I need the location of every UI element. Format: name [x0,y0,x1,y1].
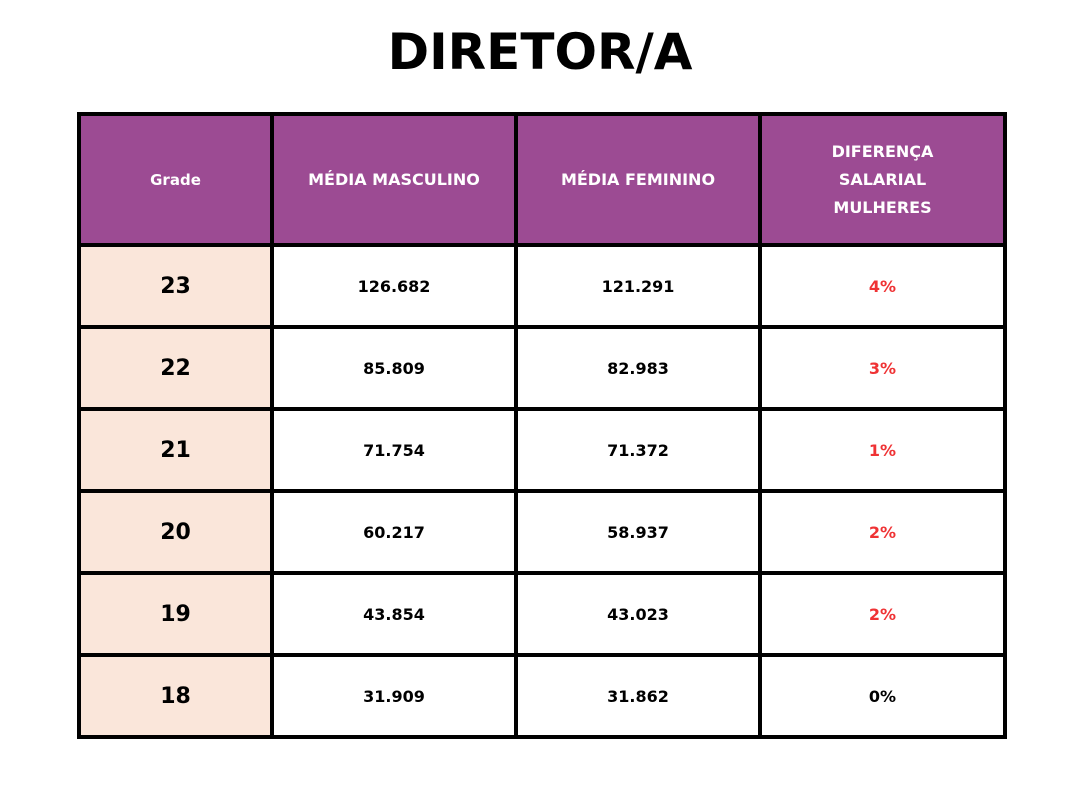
cell-media-masculino: 43.854 [270,571,518,657]
table-header-row: Grade MÉDIA MASCULINO MÉDIA FEMININO DIF… [77,112,1007,247]
header-diferenca-salarial: DIFERENÇA SALARIAL MULHERES [758,112,1007,247]
header-diferenca-line-3: MULHERES [833,197,932,217]
header-grade: Grade [77,112,274,247]
cell-media-masculino: 71.754 [270,407,518,493]
cell-media-feminino: 43.023 [514,571,762,657]
cell-media-feminino: 58.937 [514,489,762,575]
table-row: 18 31.909 31.862 0% [77,653,1007,739]
salary-table: Grade MÉDIA MASCULINO MÉDIA FEMININO DIF… [77,112,1007,739]
cell-grade: 21 [77,407,274,493]
page-title: DIRETOR/A [387,23,693,81]
table-row: 20 60.217 58.937 2% [77,489,1007,575]
cell-media-feminino: 71.372 [514,407,762,493]
cell-media-masculino: 60.217 [270,489,518,575]
cell-media-masculino: 126.682 [270,243,518,329]
table-row: 23 126.682 121.291 4% [77,243,1007,329]
cell-diferenca: 4% [758,243,1007,329]
header-diferenca-line-1: DIFERENÇA [831,141,934,161]
cell-grade: 22 [77,325,274,411]
cell-media-feminino: 31.862 [514,653,762,739]
cell-grade: 20 [77,489,274,575]
header-diferenca-line-2: SALARIAL [838,169,927,189]
table-row: 19 43.854 43.023 2% [77,571,1007,657]
cell-media-masculino: 31.909 [270,653,518,739]
cell-grade: 23 [77,243,274,329]
cell-diferenca: 0% [758,653,1007,739]
cell-diferenca: 3% [758,325,1007,411]
cell-media-feminino: 82.983 [514,325,762,411]
cell-grade: 18 [77,653,274,739]
header-media-feminino: MÉDIA FEMININO [514,112,762,247]
cell-grade: 19 [77,571,274,657]
table-row: 22 85.809 82.983 3% [77,325,1007,411]
cell-diferenca: 1% [758,407,1007,493]
table-row: 21 71.754 71.372 1% [77,407,1007,493]
cell-diferenca: 2% [758,489,1007,575]
cell-diferenca: 2% [758,571,1007,657]
cell-media-feminino: 121.291 [514,243,762,329]
cell-media-masculino: 85.809 [270,325,518,411]
header-media-masculino: MÉDIA MASCULINO [270,112,518,247]
